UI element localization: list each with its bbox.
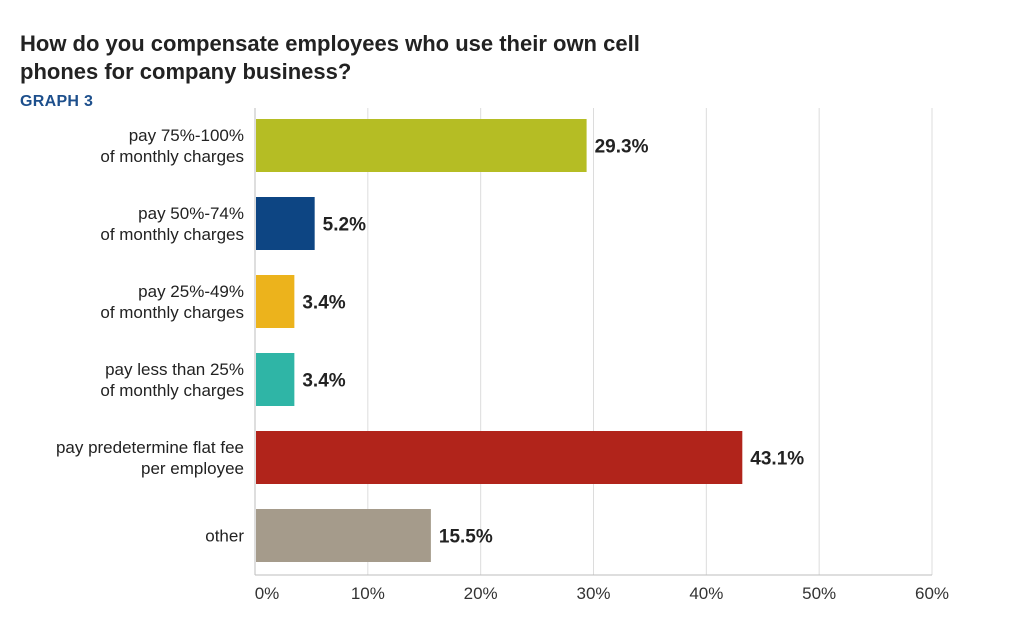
x-tick-label: 10% [351, 584, 385, 603]
bar-5 [256, 509, 431, 562]
x-tick-label: 50% [802, 584, 836, 603]
category-label-2: pay 25%-49% of monthly charges [100, 282, 244, 322]
x-tick-label: 60% [915, 584, 949, 603]
bar-2 [256, 275, 295, 328]
category-label-3: pay less than 25% of monthly charges [100, 360, 244, 400]
category-label-0: pay 75%-100% of monthly charges [100, 126, 244, 166]
x-axis-ticks: 0% 10% 20% 30% 40% 50% 60% [255, 584, 949, 603]
chart-subtitle: GRAPH 3 [20, 93, 94, 110]
category-label-line: pay less than 25% [105, 360, 244, 379]
category-label-1: pay 50%-74% of monthly charges [100, 204, 244, 244]
category-label-line: pay 50%-74% [138, 204, 244, 223]
category-label-line: of monthly charges [100, 225, 244, 244]
value-label-5: 15.5% [439, 527, 493, 548]
value-label-2: 3.4% [302, 293, 345, 314]
x-tick-label: 30% [576, 584, 610, 603]
x-tick-label: 40% [689, 584, 723, 603]
bar-4 [256, 431, 743, 484]
value-label-4: 43.1% [750, 449, 804, 470]
category-label-line: of monthly charges [100, 381, 244, 400]
category-label-line: pay predetermine flat fee [56, 438, 244, 457]
value-label-1: 5.2% [323, 215, 366, 236]
x-tick-label: 0% [255, 584, 280, 603]
category-label-line: of monthly charges [100, 147, 244, 166]
x-tick-label: 20% [464, 584, 498, 603]
chart-title: How do you compensate employees who use … [20, 31, 640, 84]
value-labels: 29.3% 5.2% 3.4% 3.4% 43.1% 15.5% [302, 137, 804, 548]
value-label-0: 29.3% [595, 137, 649, 158]
category-label-line: of monthly charges [100, 303, 244, 322]
bar-1 [256, 197, 315, 250]
category-label-line: per employee [141, 459, 244, 478]
value-label-3: 3.4% [302, 371, 345, 392]
category-label-line: pay 25%-49% [138, 282, 244, 301]
category-label-line: pay 75%-100% [129, 126, 244, 145]
grid-lines [254, 108, 933, 576]
bars [256, 119, 743, 562]
category-label-4: pay predetermine flat fee per employee [56, 438, 244, 478]
category-label-5: other [205, 527, 244, 546]
bar-0 [256, 119, 587, 172]
bar-3 [256, 353, 295, 406]
category-label-line: other [205, 527, 244, 546]
